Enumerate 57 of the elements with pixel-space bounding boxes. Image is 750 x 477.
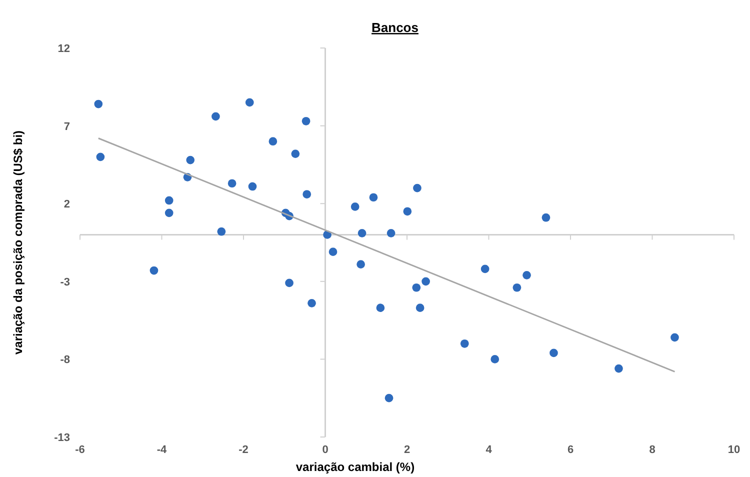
point [522, 271, 531, 280]
point [550, 348, 558, 358]
x-tick-label: 8 [649, 444, 656, 456]
chart-title: Bancos [372, 20, 418, 35]
y-tick-label: -3 [60, 276, 70, 288]
x-tick-label: -4 [156, 444, 168, 456]
point [403, 207, 412, 216]
x-tick-label: -2 [238, 444, 248, 456]
point [245, 98, 254, 107]
y-tick-label: 12 [58, 43, 70, 55]
point [308, 299, 316, 308]
x-tick-label: -6 [75, 444, 85, 456]
point [422, 277, 430, 286]
point [356, 260, 365, 268]
point [186, 156, 195, 164]
point [164, 208, 174, 218]
point [416, 304, 424, 312]
x-axis-title: variação cambial (%) [296, 460, 415, 474]
point [670, 333, 679, 342]
x-tick-label: 6 [567, 444, 574, 456]
point [164, 196, 174, 205]
point [512, 283, 522, 292]
x-tick-label: 4 [486, 444, 493, 456]
point [228, 179, 236, 188]
point [413, 184, 422, 192]
point [285, 278, 294, 288]
point [542, 213, 550, 222]
point [302, 116, 310, 126]
point [369, 193, 378, 202]
point [386, 228, 396, 238]
point [94, 100, 103, 108]
x-tick-label: 10 [728, 444, 740, 456]
y-tick-label: -13 [54, 432, 70, 444]
point [358, 228, 366, 238]
point [291, 150, 300, 158]
point [217, 227, 226, 236]
x-tick-label: 2 [404, 444, 410, 456]
point [460, 339, 469, 348]
point [248, 182, 257, 191]
point [302, 190, 312, 198]
point [212, 112, 220, 121]
point [480, 264, 490, 274]
y-tick-label: 7 [64, 120, 70, 133]
point [150, 266, 158, 275]
point [384, 394, 394, 402]
y-tick-label: 2 [64, 198, 70, 211]
point [412, 283, 421, 292]
point [490, 355, 500, 364]
point [268, 137, 278, 146]
point [376, 304, 385, 312]
x-tick-label: 0 [322, 444, 328, 456]
point [350, 202, 360, 211]
point [328, 248, 338, 256]
y-axis-title: variação da posição comprada (US$ bi) [11, 130, 25, 355]
point [614, 364, 623, 373]
y-tick-label: -8 [60, 354, 70, 366]
point [96, 152, 105, 162]
